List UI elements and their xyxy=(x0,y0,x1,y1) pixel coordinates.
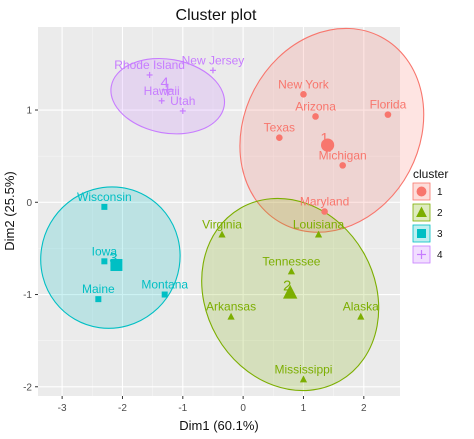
point-virginia xyxy=(218,230,226,238)
x-tick-label: -2 xyxy=(118,403,127,414)
point-montana xyxy=(161,291,168,298)
point-label-iowa: Iowa xyxy=(92,244,118,258)
point-label-arkansas: Arkansas xyxy=(206,300,256,314)
cluster-1-ellipse xyxy=(239,27,425,233)
point-iowa xyxy=(101,258,108,265)
legend-marker-1 xyxy=(416,186,427,197)
cluster-3-ellipse xyxy=(40,186,181,329)
point-new-jersey xyxy=(209,67,216,74)
x-tick-label: 2 xyxy=(361,403,367,414)
y-tick-label: -1 xyxy=(23,290,32,301)
legend-label-2: 2 xyxy=(437,208,443,219)
chart-title: Cluster plot xyxy=(176,7,257,24)
point-label-michigan: Michigan xyxy=(319,148,367,162)
y-tick-label: -2 xyxy=(23,382,32,393)
axes: -3 -2 -1 0 1 2 -2 -1 0 1 xyxy=(23,106,367,414)
point-label-virginia: Virginia xyxy=(202,218,242,232)
point-label-tennessee: Tennessee xyxy=(262,254,320,268)
legend-marker-2 xyxy=(416,206,427,217)
cluster-4-center-label: 4 xyxy=(161,75,169,92)
point-label-wisconsin: Wisconsin xyxy=(77,190,132,204)
cluster-2-center-label: 2 xyxy=(283,278,291,295)
plot-panel xyxy=(38,27,400,396)
y-tick-label: 0 xyxy=(26,198,32,209)
point-louisiana xyxy=(314,230,323,238)
point-arizona xyxy=(312,113,319,120)
legend-marker-4 xyxy=(417,250,426,259)
point-label-alaska: Alaska xyxy=(343,300,379,314)
cluster-4-ellipse xyxy=(110,57,226,135)
legend-label-3: 3 xyxy=(437,229,443,240)
x-tick-label: -3 xyxy=(58,403,67,414)
point-label-rhode-island: Rhode Island xyxy=(114,58,185,72)
cluster-3-center xyxy=(110,259,123,272)
y-axis-label: Dim2 (25.5%) xyxy=(2,171,17,250)
cluster-3-center-label: 3 xyxy=(109,250,117,267)
point-tennessee xyxy=(287,267,295,275)
legend: cluster 1 2 3 4 xyxy=(412,167,448,264)
point-utah xyxy=(179,107,186,114)
point-label-hawaii: Hawaii xyxy=(144,84,180,98)
legend-label-4: 4 xyxy=(437,250,443,261)
point-michigan xyxy=(339,162,346,169)
cluster-4-center xyxy=(161,83,174,96)
point-maine xyxy=(95,296,102,303)
legend-marker-3 xyxy=(417,229,426,238)
point-hawaii xyxy=(158,97,165,104)
point-label-florida: Florida xyxy=(370,98,407,112)
point-label-utah: Utah xyxy=(170,94,195,108)
legend-label-1: 1 xyxy=(437,187,443,198)
x-tick-label: 1 xyxy=(301,403,307,414)
point-rhode-island xyxy=(146,71,153,78)
cluster-1-center-label: 1 xyxy=(320,130,328,147)
point-arkansas xyxy=(227,312,235,320)
point-maryland xyxy=(321,208,328,215)
point-label-montana: Montana xyxy=(141,278,188,292)
point-texas xyxy=(276,134,283,141)
point-label-new-york: New York xyxy=(278,77,330,91)
legend-title: cluster xyxy=(413,167,448,181)
point-label-maine: Maine xyxy=(82,282,115,296)
point-label-texas: Texas xyxy=(264,121,295,135)
point-alaska xyxy=(357,312,365,320)
grid-lines xyxy=(38,27,400,396)
point-florida xyxy=(384,111,392,118)
point-label-new-jersey: New Jersey xyxy=(182,53,245,67)
point-wisconsin xyxy=(101,203,108,210)
point-label-arizona: Arizona xyxy=(295,99,336,113)
x-tick-label: -1 xyxy=(178,403,187,414)
y-tick-label: 1 xyxy=(26,106,32,117)
x-tick-label: 0 xyxy=(240,403,246,414)
point-label-mississippi: Mississippi xyxy=(274,362,332,376)
point-label-maryland: Maryland xyxy=(300,195,349,209)
point-mississippi xyxy=(299,375,308,383)
point-new-york xyxy=(300,91,307,98)
cluster-1-center xyxy=(321,138,335,152)
cluster-2-center xyxy=(282,284,298,299)
point-label-louisiana: Louisiana xyxy=(293,218,345,232)
x-axis-label: Dim1 (60.1%) xyxy=(179,418,258,433)
